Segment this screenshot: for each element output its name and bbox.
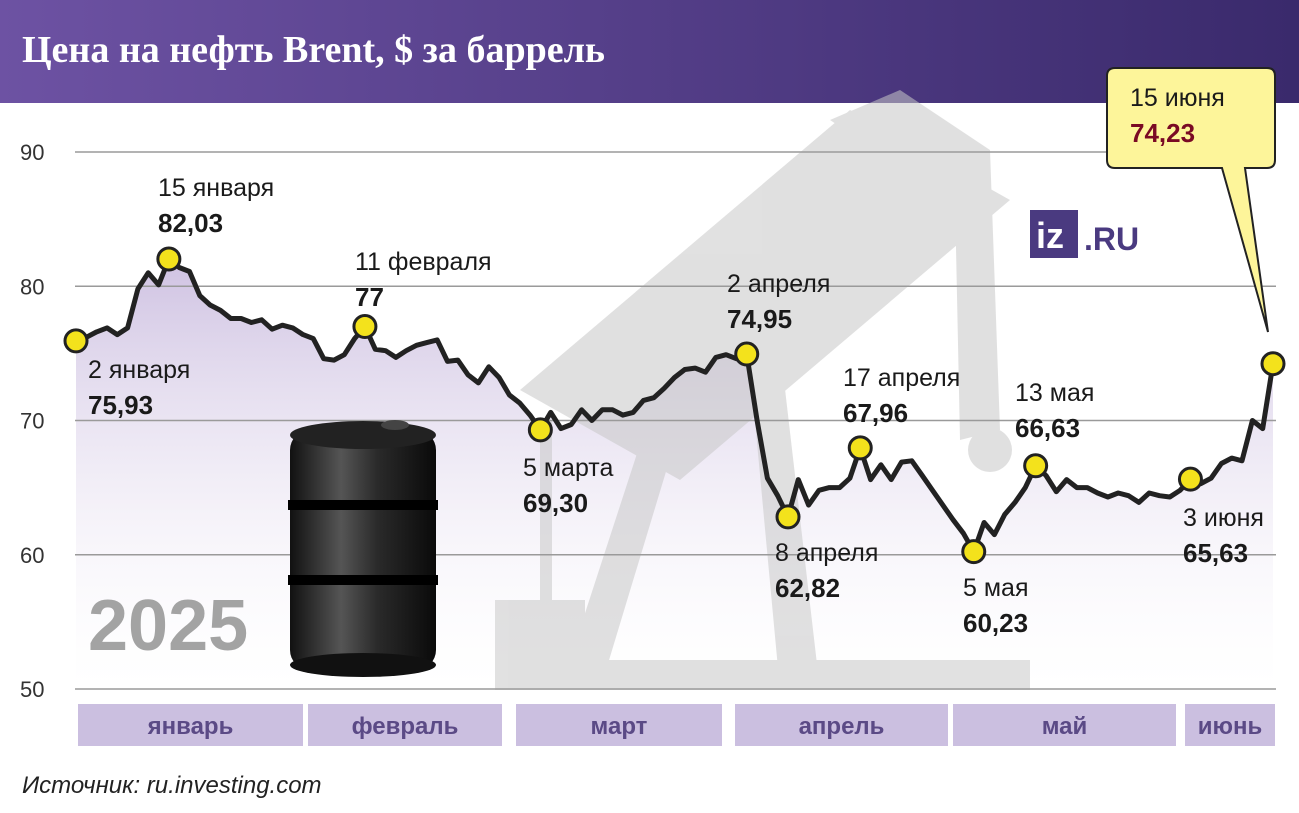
annotation-value: 74,95	[727, 304, 792, 334]
marker	[961, 539, 987, 565]
annotation-date: 13 мая	[1015, 379, 1094, 407]
x-band-label: январь	[147, 713, 234, 740]
y-tick-label: 60	[20, 543, 44, 568]
month-band	[735, 704, 948, 746]
x-band-label: апрель	[799, 713, 885, 740]
month-band	[516, 704, 722, 746]
y-tick-label: 70	[20, 409, 44, 434]
marker	[847, 435, 873, 461]
month-band	[78, 704, 303, 746]
annotation-date: 15 июня	[1130, 84, 1225, 112]
y-tick-label: 50	[20, 677, 44, 702]
source: Источник: ru.investing.com	[22, 772, 322, 799]
annotation-value: 66,63	[1015, 413, 1080, 443]
annotation-value: 67,96	[843, 398, 908, 428]
annotation-date: 17 апреля	[843, 364, 960, 392]
x-band-label: май	[1042, 713, 1088, 740]
logo-text: .RU	[1084, 221, 1139, 257]
barrel-illustration	[288, 420, 438, 677]
chart-title: Цена на нефть Brent, $ за баррель	[22, 29, 605, 71]
logo-mark: iz	[1036, 215, 1064, 256]
callout	[1106, 67, 1276, 333]
annotation-date: 3 июня	[1183, 504, 1264, 532]
month-band	[953, 704, 1176, 746]
x-band-label: июнь	[1198, 713, 1263, 740]
annotation-date: 2 апреля	[727, 270, 830, 298]
annotation-date: 8 апреля	[775, 539, 878, 567]
annotation-value: 60,23	[963, 608, 1028, 638]
y-tick-label: 80	[20, 274, 44, 299]
annotation-value: 62,82	[775, 573, 840, 603]
marker	[352, 314, 378, 340]
annotation-date: 2 января	[88, 356, 190, 384]
marker	[527, 417, 553, 443]
year-label: 2025	[88, 586, 248, 666]
annotation-date: 15 января	[158, 174, 274, 202]
annotation-value: 82,03	[158, 208, 223, 238]
marker	[1177, 466, 1203, 492]
logo: iz .RU	[1030, 210, 1139, 258]
x-band-label: февраль	[352, 713, 459, 740]
annotation-date: 11 февраля	[355, 248, 492, 276]
y-tick-label: 90	[20, 140, 44, 165]
annotation-date: 5 марта	[523, 454, 613, 482]
annotation-value: 74,23	[1130, 118, 1195, 148]
plot-area: 50 60 70 80 90 2025 iz .RU 2 января 75,93 15 я…	[20, 67, 1286, 702]
annotation-value: 75,93	[88, 390, 153, 420]
marker	[1023, 453, 1049, 479]
annotation-value: 65,63	[1183, 538, 1248, 568]
month-band	[308, 704, 502, 746]
x-band-label: март	[591, 713, 648, 740]
marker	[775, 504, 801, 530]
marker	[1260, 351, 1286, 377]
annotation-value: 69,30	[523, 488, 588, 518]
annotation-value: 77	[355, 282, 384, 312]
annotation-date: 5 мая	[963, 574, 1028, 602]
marker	[156, 246, 182, 272]
marker	[63, 328, 89, 354]
price-line	[75, 256, 1276, 555]
marker	[734, 341, 760, 367]
header-bar	[0, 0, 1299, 103]
month-band	[1185, 704, 1275, 746]
